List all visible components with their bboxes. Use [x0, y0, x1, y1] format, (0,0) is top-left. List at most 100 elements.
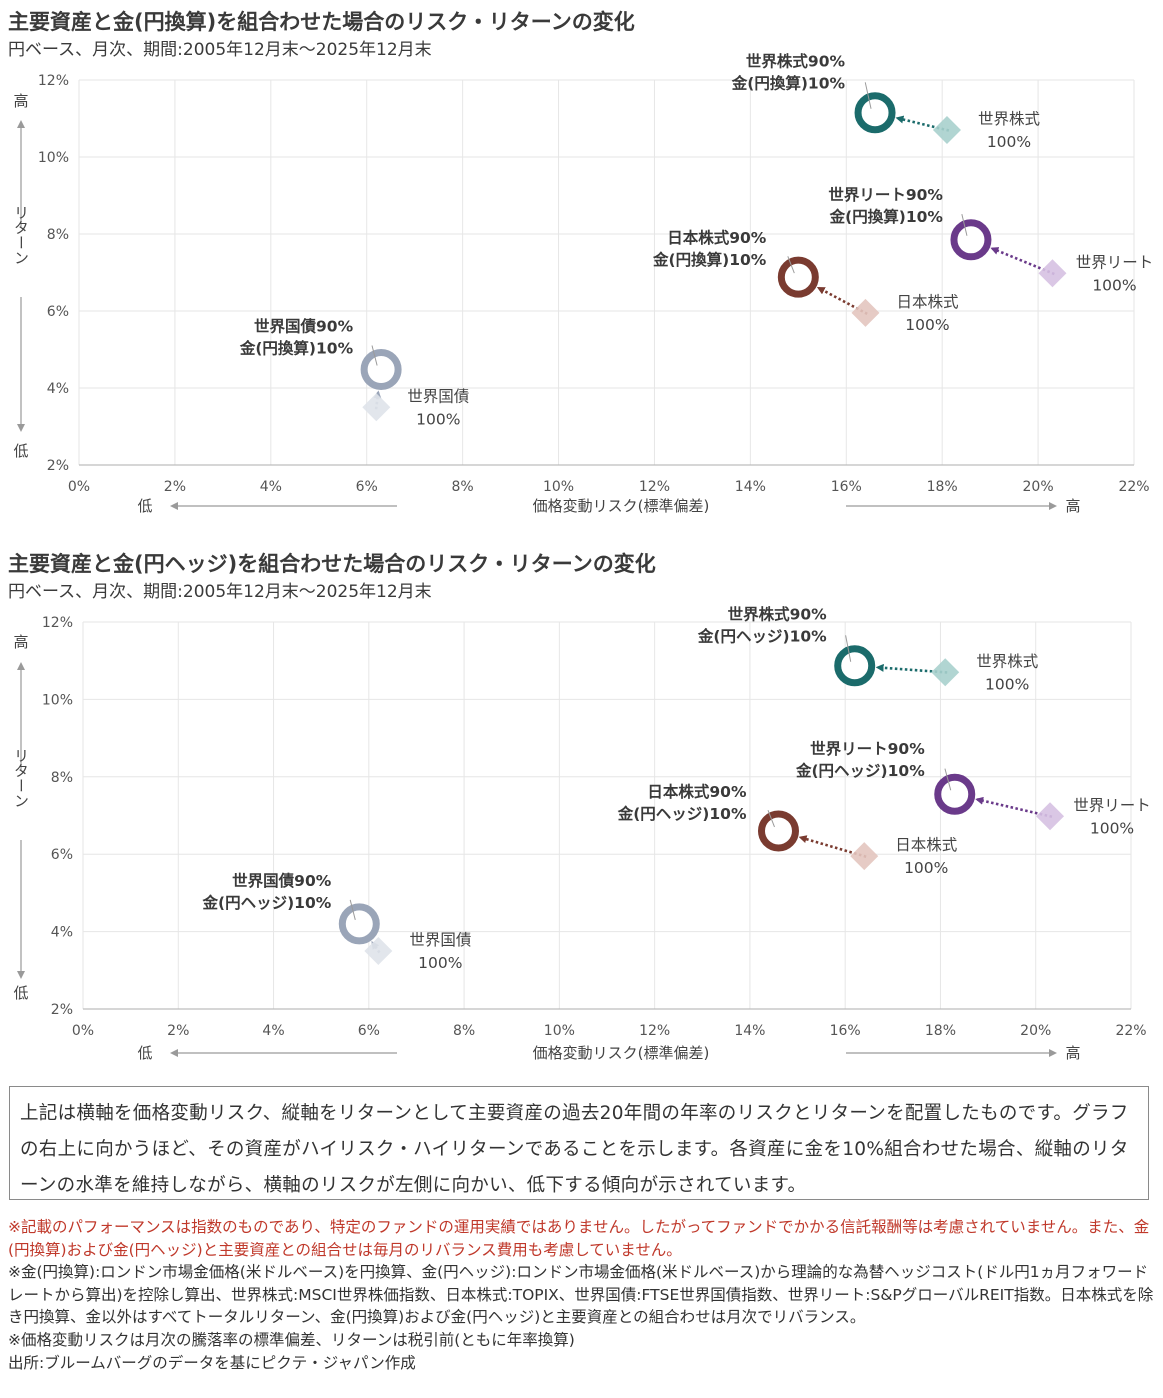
world-equity-mix-marker [854, 92, 896, 134]
leader-line [371, 345, 378, 366]
note-index-definition: ※金(円換算):ロンドン市場金価格(米ドルベース)を円換算、金(円ヘッジ):ロン… [8, 1263, 1154, 1327]
x-axis-title: 価格変動リスク(標準偏差) [533, 1044, 710, 1062]
x-tick-label: 2% [164, 479, 186, 495]
x-tick-label: 16% [830, 1023, 861, 1039]
note-performance-warning: ※記載のパフォーマンスは指数のものであり、特定のファンドの運用実績ではありません… [8, 1218, 1150, 1259]
y-tick-label: 12% [42, 615, 73, 631]
japan-equity-asset-label-2: 100% [904, 859, 948, 877]
world-reit-asset-marker [1036, 802, 1065, 831]
x-tick-label: 4% [260, 479, 282, 495]
world-reit-asset-marker [1038, 259, 1067, 288]
y-tick-label: 2% [47, 458, 69, 474]
world-bond-mix-marker [338, 903, 380, 945]
x-low-label: 低 [137, 1044, 152, 1062]
world-bond-mix-label-1: 世界国債90% [254, 317, 354, 336]
chart1-plot: 0% 2% 4% 6% 8% 10% 12% 14% 16% 18% 20% 22% 2% 4% 6% 8% 1… [12, 52, 1154, 515]
japan-equity-mix-label-1: 日本株式90% [647, 782, 747, 801]
y-tick-label: 6% [47, 304, 69, 320]
y-tick-label: 8% [51, 770, 73, 786]
x-tick-label: 10% [543, 479, 574, 495]
note-source: 出所:ブルームバーグのデータを基にピクテ・ジャパン作成 [8, 1353, 416, 1372]
world-bond-asset-marker [362, 393, 391, 422]
leader-line [787, 256, 795, 274]
world-reit-asset-label-2: 100% [1092, 276, 1136, 294]
world-equity-mix-label-2: 金(円換算)10% [731, 74, 846, 93]
japan-equity-mix-marker [777, 256, 819, 298]
x-tick-label: 2% [167, 1023, 189, 1039]
x-tick-label: 10% [544, 1023, 575, 1039]
y-tick-label: 4% [51, 925, 73, 941]
y-tick-label: 4% [47, 381, 69, 397]
world-reit-mix-label-1: 世界リート90% [810, 740, 925, 758]
y-low-label: 低 [13, 984, 28, 1002]
chart1-subtitle: 円ベース、月次、期間:2005年12月末～2025年12月末 [8, 40, 432, 60]
japan-equity-asset-label-2: 100% [905, 316, 949, 334]
japan-equity-asset-label-1: 日本株式 [895, 836, 957, 854]
explanation-box: 上記は横軸を価格変動リスク、縦軸をリターンとして主要資産の過去20年間の年率のリ… [9, 1086, 1149, 1200]
world-equity-mix-marker [834, 645, 876, 687]
footnotes: ※記載のパフォーマンスは指数のものであり、特定のファンドの運用実績ではありません… [8, 1216, 1158, 1374]
world-equity-mix-label-2: 金(円ヘッジ)10% [697, 627, 827, 646]
world-reit-asset-label-1: 世界リート [1073, 796, 1151, 814]
world-reit-mix-marker [934, 773, 976, 815]
x-tick-label: 0% [72, 1023, 94, 1039]
explanation-text: 上記は横軸を価格変動リスク、縦軸をリターンとして主要資産の過去20年間の年率のリ… [20, 1103, 1129, 1196]
leader-line [961, 214, 968, 236]
x-high-label: 高 [1065, 1044, 1080, 1062]
japan-equity-asset-marker [850, 842, 879, 871]
leader-line [944, 768, 952, 791]
leader-line [767, 809, 775, 828]
world-bond-mix-label-2: 金(円ヘッジ)10% [202, 893, 332, 912]
y-tick-label: 10% [42, 692, 73, 708]
world-reit-mix-label-1: 世界リート90% [828, 186, 943, 204]
y-tick-label: 8% [47, 227, 69, 243]
japan-equity-mix-marker [757, 810, 799, 852]
y-high-label: 高 [13, 633, 28, 651]
chart2-title: 主要資産と金(円ヘッジ)を組合わせた場合のリスク・リターンの変化 [8, 552, 656, 576]
x-tick-label: 8% [452, 479, 474, 495]
world-equity-asset-label-1: 世界株式 [978, 110, 1040, 128]
world-equity-asset-marker [931, 658, 960, 687]
x-tick-label: 18% [927, 479, 958, 495]
x-tick-label: 18% [925, 1023, 956, 1039]
world-bond-asset-label-2: 100% [418, 954, 462, 972]
world-equity-mix-label-1: 世界株式90% [746, 52, 846, 71]
japan-equity-asset-label-1: 日本株式 [896, 293, 958, 311]
x-tick-label: 20% [1020, 1023, 1051, 1039]
y-axis-title: リターン [12, 205, 30, 265]
leader-line [349, 899, 356, 920]
x-tick-label: 22% [1115, 1023, 1146, 1039]
chart1-title: 主要資産と金(円換算)を組合わせた場合のリスク・リターンの変化 [8, 10, 635, 34]
chart2-subtitle: 円ベース、月次、期間:2005年12月末～2025年12月末 [8, 582, 432, 602]
y-low-label: 低 [13, 442, 28, 460]
world-reit-asset-label-1: 世界リート [1076, 253, 1154, 271]
x-tick-label: 8% [453, 1023, 475, 1039]
world-reit-mix-label-2: 金(円換算)10% [829, 207, 944, 226]
x-tick-label: 0% [68, 479, 90, 495]
x-tick-label: 6% [358, 1023, 380, 1039]
x-tick-label: 16% [831, 479, 862, 495]
y-tick-label: 2% [51, 1002, 73, 1018]
world-reit-mix-marker [950, 219, 992, 261]
x-tick-label: 14% [734, 1023, 765, 1039]
world-bond-asset-label-2: 100% [416, 410, 460, 428]
y-high-label: 高 [13, 92, 28, 110]
world-equity-asset-label-2: 100% [987, 133, 1031, 151]
japan-equity-mix-label-2: 金(円換算)10% [652, 250, 767, 269]
japan-equity-mix-label-1: 日本株式90% [667, 228, 767, 247]
world-reit-asset-label-2: 100% [1090, 819, 1134, 837]
world-bond-asset-label-1: 世界国債 [407, 387, 469, 405]
world-bond-mix-label-2: 金(円換算)10% [239, 339, 354, 358]
world-equity-mix-label-1: 世界株式90% [728, 605, 828, 624]
x-tick-label: 22% [1118, 479, 1149, 495]
japan-equity-mix-label-2: 金(円ヘッジ)10% [617, 804, 747, 823]
x-tick-label: 20% [1023, 479, 1054, 495]
japan-equity-asset-marker [851, 298, 880, 327]
world-equity-shift-arrow [895, 115, 950, 132]
world-equity-asset-marker [932, 116, 961, 145]
y-axis-title: リターン [12, 748, 30, 808]
x-tick-label: 14% [735, 479, 766, 495]
x-high-label: 高 [1065, 497, 1080, 515]
x-axis-title: 価格変動リスク(標準偏差) [533, 497, 710, 515]
x-tick-label: 6% [356, 479, 378, 495]
